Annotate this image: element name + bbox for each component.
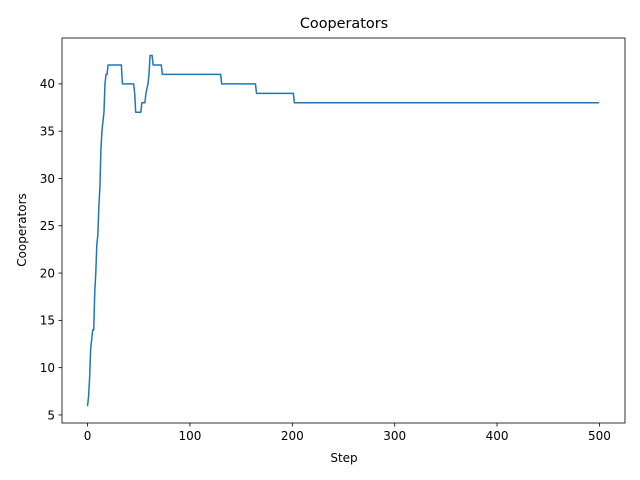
x-axis-label: Step	[330, 451, 357, 465]
x-tick-label: 100	[179, 429, 202, 443]
y-tick-label: 5	[47, 408, 55, 422]
chart-title: Cooperators	[300, 16, 388, 32]
y-tick-label: 20	[40, 266, 55, 280]
x-tick-label: 300	[383, 429, 406, 443]
y-tick-label: 35	[40, 124, 55, 138]
x-tick-label: 200	[281, 429, 304, 443]
x-tick-label: 500	[588, 429, 611, 443]
plot-area: 0 100 200 300 400 500 5 10 15 20 25 30 35 40	[40, 37, 626, 443]
y-axis-label: Cooperators	[15, 193, 29, 267]
x-tick-label: 400	[486, 429, 509, 443]
y-tick-label: 40	[40, 77, 55, 91]
axes-frame	[61, 37, 626, 424]
y-tick-label: 10	[40, 361, 55, 375]
y-tick-label: 25	[40, 219, 55, 233]
y-tick-label: 15	[40, 314, 55, 328]
y-tick-label: 30	[40, 172, 55, 186]
series-line-0	[86, 54, 600, 407]
x-tick-label: 0	[84, 429, 92, 443]
